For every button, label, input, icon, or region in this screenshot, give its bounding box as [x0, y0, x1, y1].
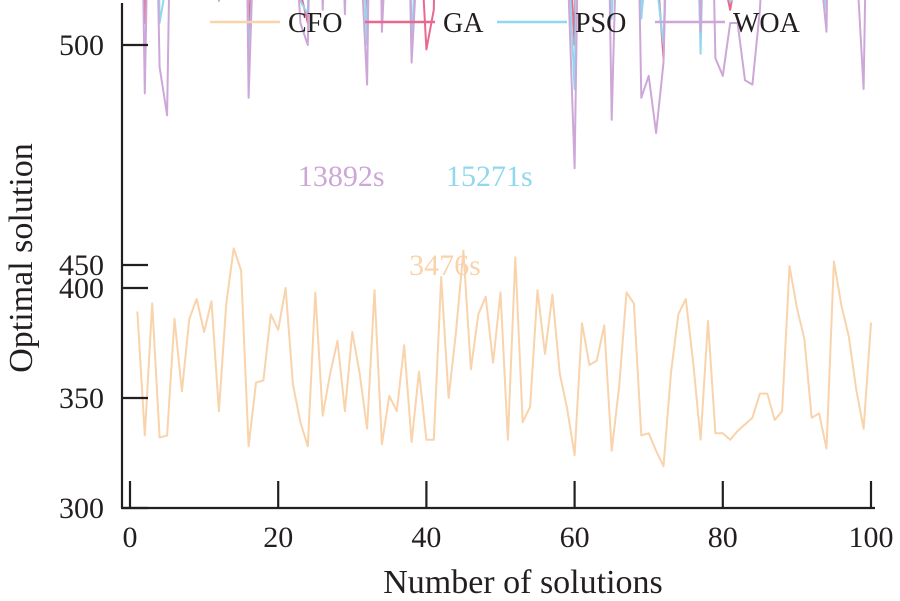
legend-label: WOA — [733, 8, 801, 39]
x-tick-label: 0 — [123, 521, 138, 554]
series-line-woa — [142, 0, 867, 170]
legend-item-pso: PSO — [497, 8, 626, 39]
legend-label: PSO — [575, 8, 626, 39]
runtime-annotation-cfo: 3476s — [409, 249, 481, 282]
x-tick-label: 40 — [411, 521, 441, 554]
x-tick-label: 60 — [560, 521, 590, 554]
legend-item-ga: GA — [365, 8, 484, 39]
series-layer — [136, 0, 872, 468]
y-tick-label: 400 — [59, 272, 104, 305]
x-tick-label: 100 — [849, 521, 894, 554]
y-tick-label: 500 — [59, 29, 104, 62]
legend-label: GA — [443, 8, 484, 39]
legend-item-woa: WOA — [655, 8, 801, 39]
x-axis-title: Number of solutions — [383, 564, 663, 601]
x-tick-label: 80 — [708, 521, 738, 554]
y-tick-label: 450 — [59, 249, 104, 282]
x-tick-label: 20 — [263, 521, 293, 554]
runtime-annotation-woa: 13892s — [298, 160, 385, 193]
y-axis-title: Optimal solution — [3, 143, 40, 373]
annotation-layer: 16475s13892s15271s3476s — [298, 160, 533, 282]
y-tick-label: 300 — [59, 492, 104, 525]
runtime-annotation-pso: 15271s — [446, 160, 533, 193]
series-line-cfo — [136, 247, 872, 468]
legend-item-cfo: CFO — [210, 8, 342, 39]
axes-layer: 020406080100300350400450500550600650 — [59, 3, 894, 554]
legend-label: CFO — [288, 8, 342, 39]
y-tick-label: 350 — [59, 382, 104, 415]
legend: CFO GA PSO WOA — [210, 8, 801, 39]
